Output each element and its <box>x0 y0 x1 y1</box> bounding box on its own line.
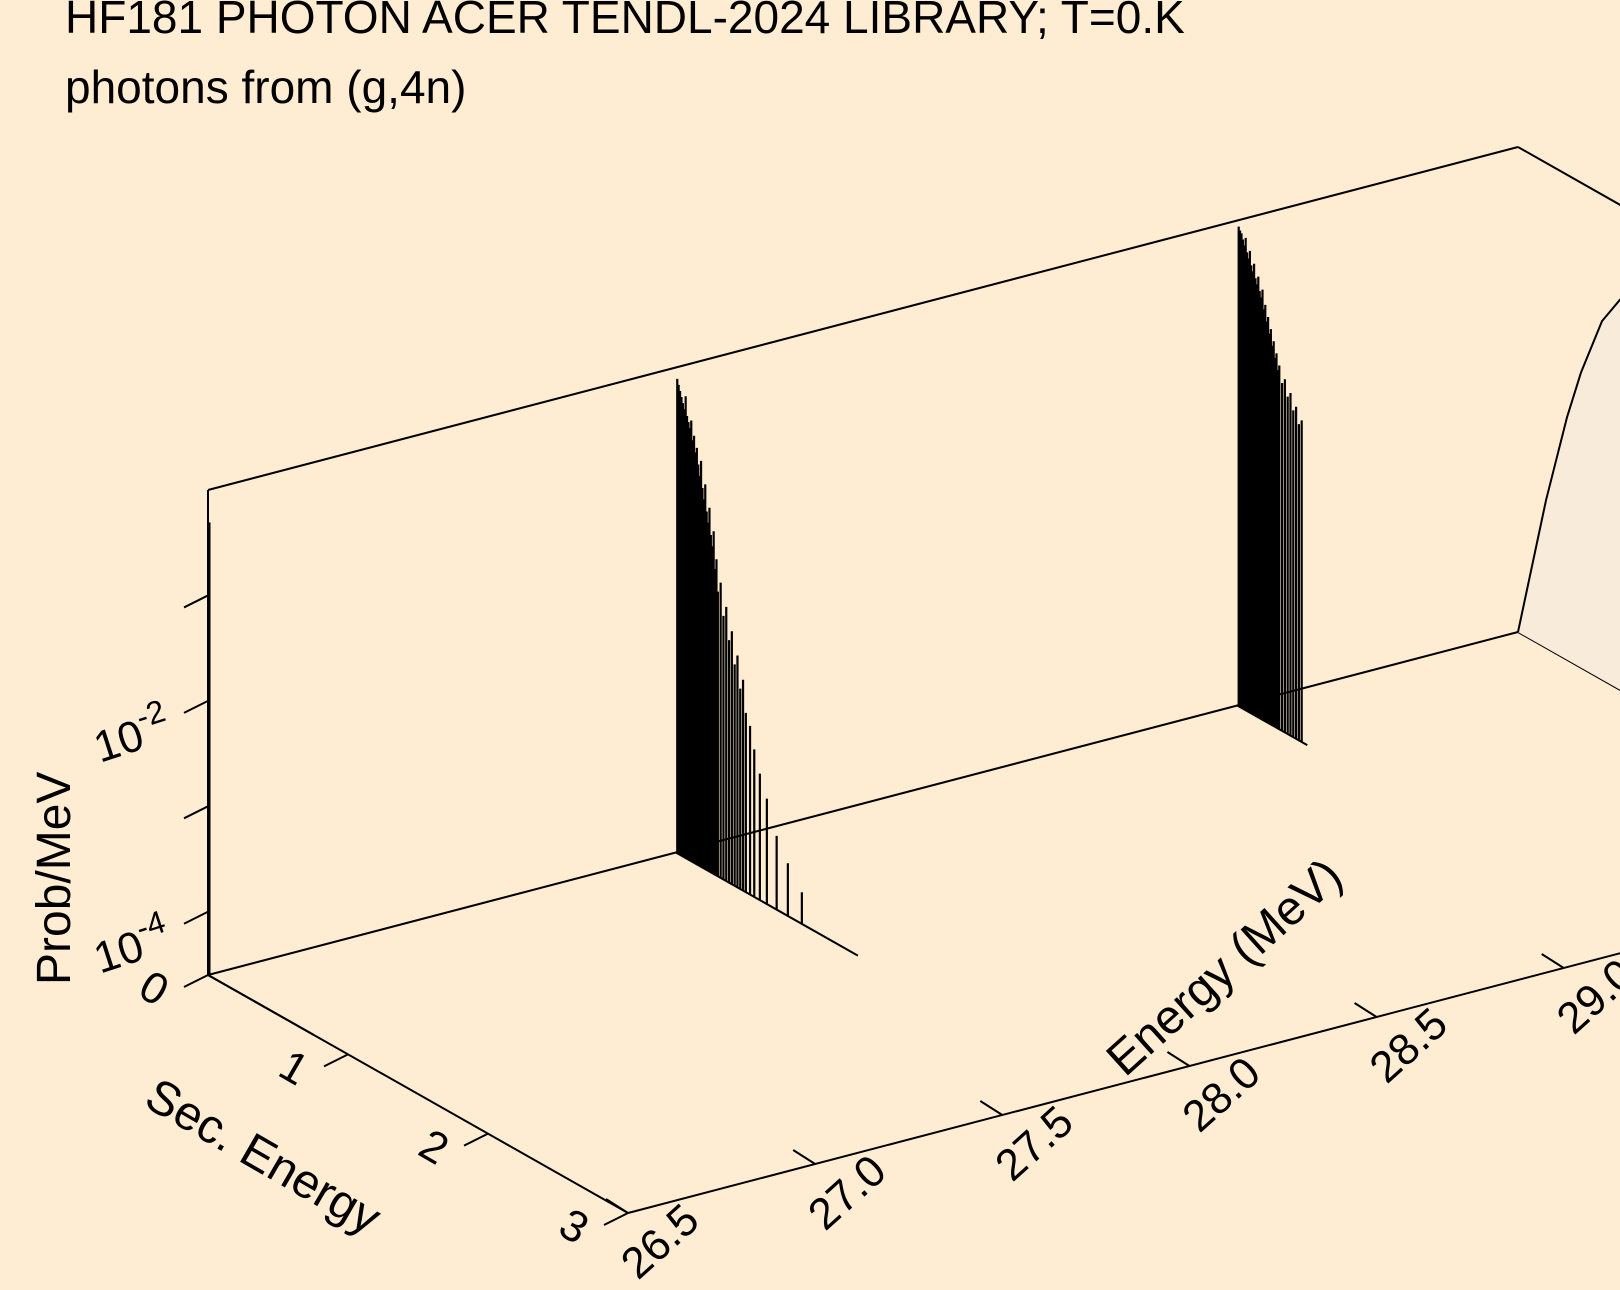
y-axis-label-group: Sec. Energy <box>137 1069 390 1246</box>
x-axis-label-group: Energy (MeV) <box>1097 849 1353 1087</box>
z-tick-1 <box>183 699 209 714</box>
back-bottom-edge <box>207 631 1519 976</box>
y-tick-label-3: 3 <box>551 1199 597 1254</box>
x-tick-5 <box>1541 953 1565 969</box>
curve-fill-3 <box>1518 299 1620 690</box>
z-minor-tick-0 <box>183 805 209 820</box>
data-series-group <box>207 226 1620 1036</box>
chart-title-line1: HF181 PHOTON ACER TENDL-2024 LIBRARY; T=… <box>65 0 1185 43</box>
series-3 <box>1517 298 1620 690</box>
x-tick-label-0: 26.5 <box>612 1195 708 1289</box>
chart-title-line2: photons from (g,4n) <box>65 61 466 113</box>
series-baseline-0 <box>207 974 314 1036</box>
y-tick-2 <box>463 1132 489 1147</box>
y-axis-label: Sec. Energy <box>137 1069 390 1246</box>
x-tick-label-3: 28.0 <box>1173 1048 1269 1142</box>
y-tick-0 <box>183 974 209 988</box>
y-tick-3 <box>603 1212 629 1226</box>
x-tick-2 <box>979 1100 1003 1116</box>
x-tick-label-4: 28.5 <box>1360 999 1456 1093</box>
series-1 <box>675 378 859 957</box>
x-tick-1 <box>792 1149 816 1165</box>
series-0 <box>207 522 314 1036</box>
y-tick-1 <box>323 1053 349 1068</box>
z-axis-label-group: Prob/MeV <box>28 772 81 985</box>
z-tick-0 <box>183 910 209 925</box>
x-tick-4 <box>1354 1002 1378 1018</box>
z-axis-label: Prob/MeV <box>28 772 81 985</box>
x-tick-0 <box>605 1198 629 1214</box>
y-tick-label-2: 2 <box>411 1120 457 1175</box>
right-top-edge <box>1517 146 1620 206</box>
z-minor-tick-1 <box>183 594 209 609</box>
back-top-edge <box>207 146 1519 491</box>
series-2 <box>1236 226 1308 747</box>
y-tick-label-1: 1 <box>271 1041 317 1096</box>
x-axis-line <box>627 952 1620 1214</box>
curve-line-3 <box>1517 298 1620 633</box>
z-tick-label-1: 10-2 <box>85 692 177 772</box>
x-axis-label: Energy (MeV) <box>1097 849 1353 1087</box>
x-tick-label-1: 27.0 <box>799 1146 895 1240</box>
x-tick-3 <box>1166 1051 1190 1067</box>
x-tick-label-2: 27.5 <box>986 1097 1082 1191</box>
